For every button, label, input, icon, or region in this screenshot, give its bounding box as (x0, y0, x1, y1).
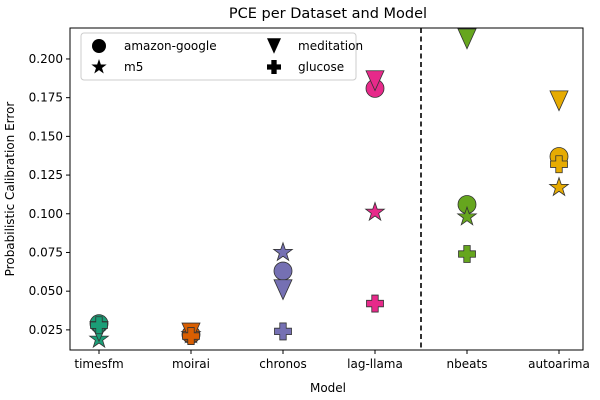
point-m5-chronos (272, 241, 294, 262)
point-glucose-chronos (274, 322, 292, 341)
chart-title: PCE per Dataset and Model (229, 6, 427, 22)
x-axis: timesfm moirai chronos lag-llama nbeats autoa… (74, 350, 590, 371)
x-tick-label: autoarima (528, 357, 590, 371)
point-meditation-autoarima (549, 90, 569, 112)
legend-label-meditation: meditation (298, 39, 363, 53)
x-tick-label: nbeats (447, 357, 488, 371)
y-tick-label: 0.125 (29, 168, 63, 182)
point-glucose-timesfm (90, 316, 108, 335)
data-points (88, 28, 570, 349)
point-amazon-google-chronos (273, 261, 293, 281)
point-m5-autoarima (548, 176, 570, 197)
y-tick-label: 0.200 (29, 52, 63, 66)
legend-label-glucose: glucose (298, 60, 344, 74)
y-tick-label: 0.100 (29, 207, 63, 221)
point-glucose-autoarima (550, 155, 568, 174)
legend-label-m5: m5 (124, 60, 143, 74)
x-tick-label: timesfm (74, 357, 123, 371)
y-tick-label: 0.075 (29, 245, 63, 259)
legend-label-amazon-google: amazon-google (124, 39, 217, 53)
x-tick-label: chronos (259, 357, 306, 371)
legend-marker-meditation (267, 38, 281, 54)
point-glucose-lag-llama (366, 294, 384, 313)
legend-marker-amazon-google (92, 39, 106, 53)
y-tick-label: 0.150 (29, 129, 63, 143)
point-meditation-chronos (273, 279, 293, 301)
y-tick-label: 0.050 (29, 284, 63, 298)
legend-box (80, 32, 357, 81)
legend-marker-glucose (267, 60, 281, 74)
x-axis-label: Model (310, 381, 346, 395)
legend: amazon-google m5 meditation glucose (80, 32, 363, 81)
y-tick-label: 0.025 (29, 323, 63, 337)
plot-frame (69, 27, 584, 351)
y-axis: 0.025 0.050 0.075 0.100 0.125 0.150 0.175 0.200 (29, 52, 70, 337)
y-axis-label: Probabilistic Calibration Error (3, 102, 17, 277)
point-meditation-lag-llama (365, 70, 385, 92)
y-tick-label: 0.175 (29, 91, 63, 105)
point-glucose-nbeats (458, 245, 476, 263)
x-tick-label: moirai (172, 357, 210, 371)
point-glucose-moirai (182, 327, 200, 345)
point-meditation-nbeats (457, 28, 477, 50)
point-m5-lag-llama (364, 201, 386, 222)
x-tick-label: lag-llama (347, 357, 403, 371)
legend-marker-m5 (91, 58, 107, 74)
point-m5-nbeats (456, 205, 478, 226)
